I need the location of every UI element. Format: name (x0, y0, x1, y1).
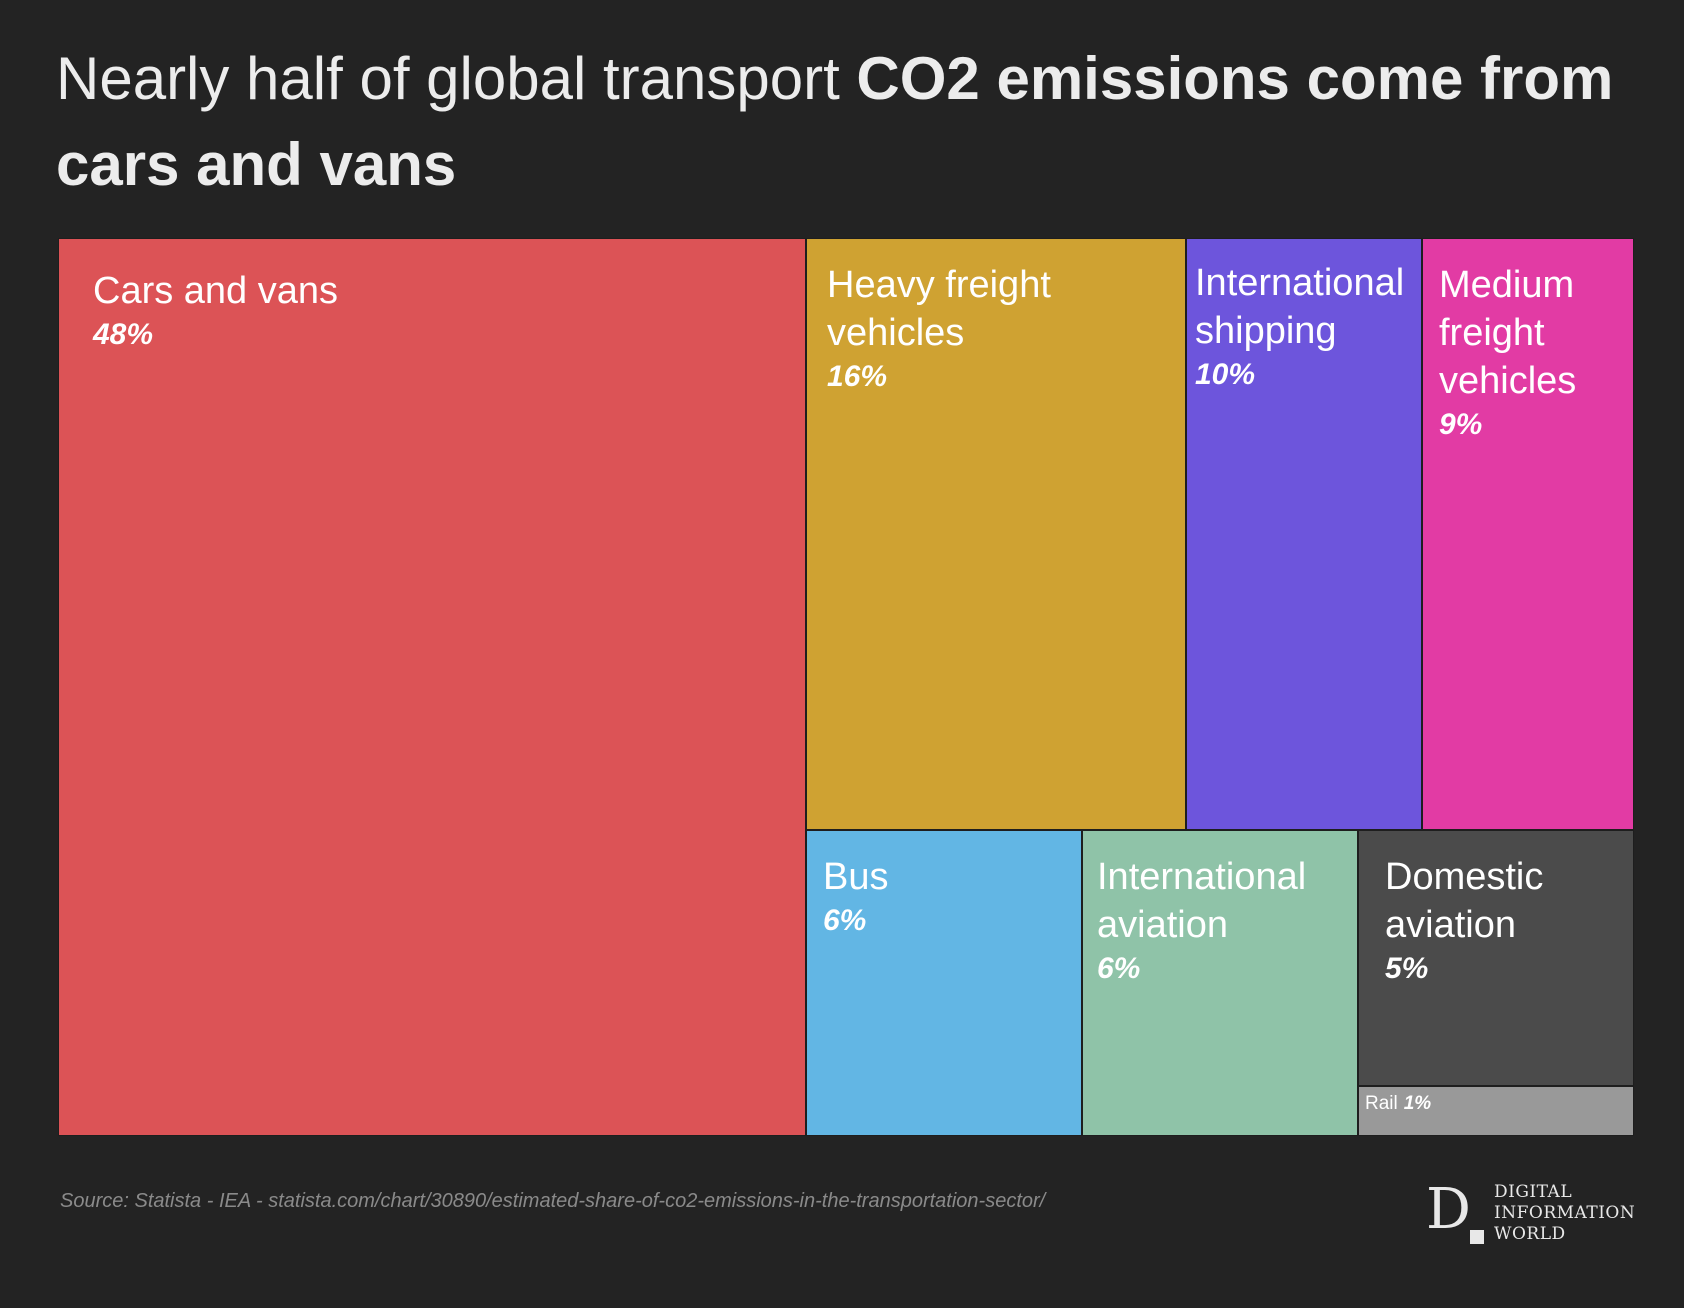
logo-mark: D (1426, 1177, 1484, 1246)
treemap-tile-bus: Bus 6% (806, 830, 1082, 1136)
tile-category: Medium freight vehicles (1439, 264, 1577, 402)
logo-line-2: INFORMATION (1494, 1203, 1636, 1223)
tile-category: International aviation (1097, 856, 1307, 946)
tile-category: Rail (1365, 1093, 1398, 1114)
tile-value: 6% (1097, 952, 1141, 985)
title-bold: CO2 emissions come from cars and vans (56, 45, 1614, 198)
treemap-tile-medium: Medium freight vehicles 9% (1422, 238, 1634, 830)
tile-category: Cars and vans (93, 270, 339, 312)
tile-label: Domestic aviation 5% (1385, 853, 1585, 989)
tile-value: 9% (1439, 408, 1483, 441)
tile-value: 5% (1385, 952, 1429, 985)
tile-category: Heavy freight vehicles (827, 264, 1051, 354)
logo-wordmark: DIGITAL INFORMATION WORLD (1494, 1182, 1635, 1245)
tile-value: 48% (93, 318, 154, 351)
logo-square-icon (1470, 1230, 1484, 1244)
tile-label: International aviation 6% (1097, 853, 1347, 989)
treemap-tile-domestic: Domestic aviation 5% (1358, 830, 1634, 1086)
tile-value: 16% (827, 360, 888, 393)
tile-label: Cars and vans 48% (93, 267, 793, 355)
source-note: Source: Statista - IEA - statista.com/ch… (60, 1190, 1046, 1212)
chart-title: Nearly half of global transport CO2 emis… (56, 36, 1616, 208)
title-regular: Nearly half of global transport (56, 45, 857, 112)
logo-letter: D (1426, 1177, 1471, 1242)
treemap-tile-intl-aviation: International aviation 6% (1082, 830, 1358, 1136)
treemap-tile-heavy: Heavy freight vehicles 16% (806, 238, 1186, 830)
tile-label: Heavy freight vehicles 16% (827, 261, 1077, 397)
tile-value: 1% (1403, 1093, 1432, 1114)
tile-category: International shipping (1195, 262, 1405, 352)
tile-value: 10% (1195, 358, 1256, 391)
logo: D DIGITAL INFORMATION WORLD (1426, 1177, 1635, 1246)
logo-line-1: DIGITAL (1494, 1182, 1573, 1202)
treemap-tile-rail: Rail 1% (1358, 1086, 1634, 1136)
treemap-tile-intl-shipping: International shipping 10% (1186, 238, 1422, 830)
tile-label: International shipping 10% (1195, 259, 1421, 395)
logo-line-3: WORLD (1494, 1224, 1566, 1244)
tile-value: 6% (823, 904, 867, 937)
tile-category: Domestic aviation (1385, 856, 1544, 946)
tile-label: Medium freight vehicles 9% (1439, 261, 1609, 445)
tile-category: Bus (823, 856, 889, 898)
tile-label: Bus 6% (823, 853, 1063, 941)
treemap-tile-cars: Cars and vans 48% (58, 238, 806, 1136)
tile-label: Rail 1% (1365, 1091, 1625, 1117)
